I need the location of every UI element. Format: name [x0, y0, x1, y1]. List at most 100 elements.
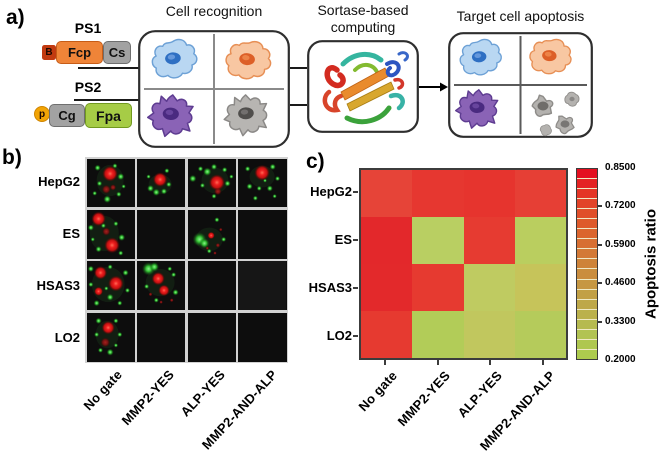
colorbar-segment [577, 259, 597, 269]
micrograph-tile [187, 261, 236, 311]
target-apoptosis-illustration [448, 32, 593, 138]
ps2-connector-line [74, 99, 139, 102]
step-title-cell-recognition: Cell recognition [165, 3, 263, 19]
target-apoptosis-box [448, 32, 593, 138]
ps1-connector-line [78, 67, 139, 70]
c-col-label: ALP-YES [454, 368, 505, 421]
panel-c-label: c) [306, 150, 325, 173]
colorbar-segment [577, 169, 597, 179]
c-row-label: LO2 [326, 328, 352, 343]
b-row-label: LO2 [54, 330, 80, 345]
c-col-label: MMP2-YES [394, 368, 453, 430]
step-title-sortase-line2: computing [330, 19, 396, 35]
box-connector-bottom [290, 104, 307, 107]
cell-orange [529, 38, 572, 75]
b-col-label: ALP-YES [177, 367, 228, 420]
ps2-fpa-segment: Fpa [85, 103, 132, 128]
colorbar-segment [577, 239, 597, 249]
colorbar-segment [577, 229, 597, 239]
protein-structure-illustration [307, 40, 419, 133]
colorbar-segment [577, 279, 597, 289]
colorbar-tick-label: 0.7200 [605, 200, 636, 212]
b-row-label: HepG2 [38, 174, 80, 189]
probe-ps2-label: PS2 [74, 79, 102, 95]
micrograph-tile [238, 209, 287, 259]
colorbar-segment [577, 199, 597, 209]
micrograph-tile [86, 158, 135, 208]
c-col-tick [541, 360, 544, 365]
panel-a-label: a) [6, 6, 25, 29]
heatmap-cell [361, 170, 413, 217]
ps2-cg-segment: Cg [49, 104, 85, 127]
colorbar-tick-label: 0.5900 [605, 238, 636, 250]
colorbar-tick [598, 243, 602, 246]
heatmap-cell [514, 264, 566, 311]
box-connector-top [290, 67, 307, 70]
heatmap-cell [463, 264, 515, 311]
micrograph-tile [187, 158, 236, 208]
c-col-label: No gate [355, 368, 400, 415]
cell-purple [455, 89, 499, 129]
c-col-tick [436, 360, 439, 365]
heatmap-cell [361, 311, 413, 358]
colorbar-segment [577, 329, 597, 339]
c-row-label: ES [334, 232, 352, 247]
cell-purple [147, 94, 194, 138]
c-row-tick [353, 335, 358, 337]
micrograph-tile [137, 158, 186, 208]
colorbar-segment [577, 209, 597, 219]
micrograph-tile [137, 312, 186, 362]
apoptosis-heatmap [359, 168, 568, 360]
micrograph-tile [238, 312, 287, 362]
panel-b-label: b) [2, 146, 22, 169]
micrograph-tile [86, 209, 135, 259]
heatmap-cell [463, 311, 515, 358]
colorbar-segment [577, 349, 597, 359]
colorbar-tick [598, 320, 602, 323]
colorbar-segment [577, 289, 597, 299]
colorbar-segment [577, 309, 597, 319]
sortase-box [307, 40, 419, 133]
colorbar-axis-label: Apoptosis ratio [642, 208, 660, 320]
step-title-target-apoptosis: Target cell apoptosis [456, 8, 585, 24]
colorbar-segment [577, 299, 597, 309]
probe-ps1-label: PS1 [74, 20, 102, 36]
ps1-cs-segment: Cs [103, 41, 131, 64]
heatmap-cell [514, 170, 566, 217]
heatmap-cell [412, 264, 464, 311]
heatmap-cell [412, 311, 464, 358]
micrograph-tile [86, 312, 135, 362]
heatmap-cell [361, 264, 413, 311]
micrograph-tile [187, 312, 236, 362]
colorbar-segment [577, 319, 597, 329]
micrograph-tile [86, 261, 135, 311]
c-row-label: HepG2 [310, 184, 352, 199]
micrograph-tile [238, 261, 287, 311]
c-col-tick [384, 360, 386, 365]
colorbar-segment [577, 269, 597, 279]
colorbar-tick-label: 0.3300 [605, 315, 636, 327]
ps1-fcp-segment: Fcp [56, 41, 103, 64]
arrow-right-icon [419, 82, 448, 92]
heatmap-cell [412, 217, 464, 264]
colorbar-segment [577, 179, 597, 189]
c-col-tick [489, 360, 491, 365]
step-title-sortase-line1: Sortase-based [317, 2, 409, 18]
heatmap-cell [463, 217, 515, 264]
b-row-label: ES [62, 226, 80, 241]
c-row-tick [353, 191, 358, 193]
heatmap-cell [514, 311, 566, 358]
ps1-biotin-tag: B [42, 45, 56, 60]
ps2-phosphate-tag: p [34, 106, 50, 122]
colorbar-segment [577, 189, 597, 199]
micrograph-tile [187, 209, 236, 259]
colorbar-segment [577, 249, 597, 259]
colorbar-tick-label: 0.2000 [605, 354, 636, 365]
c-row-label: HSAS3 [308, 280, 352, 295]
heatmap-cell [361, 217, 413, 264]
b-row-label: HSAS3 [36, 278, 80, 293]
b-col-label: MMP2-YES [118, 367, 177, 429]
b-col-label: No gate [80, 367, 125, 414]
micrograph-tile [137, 261, 186, 311]
